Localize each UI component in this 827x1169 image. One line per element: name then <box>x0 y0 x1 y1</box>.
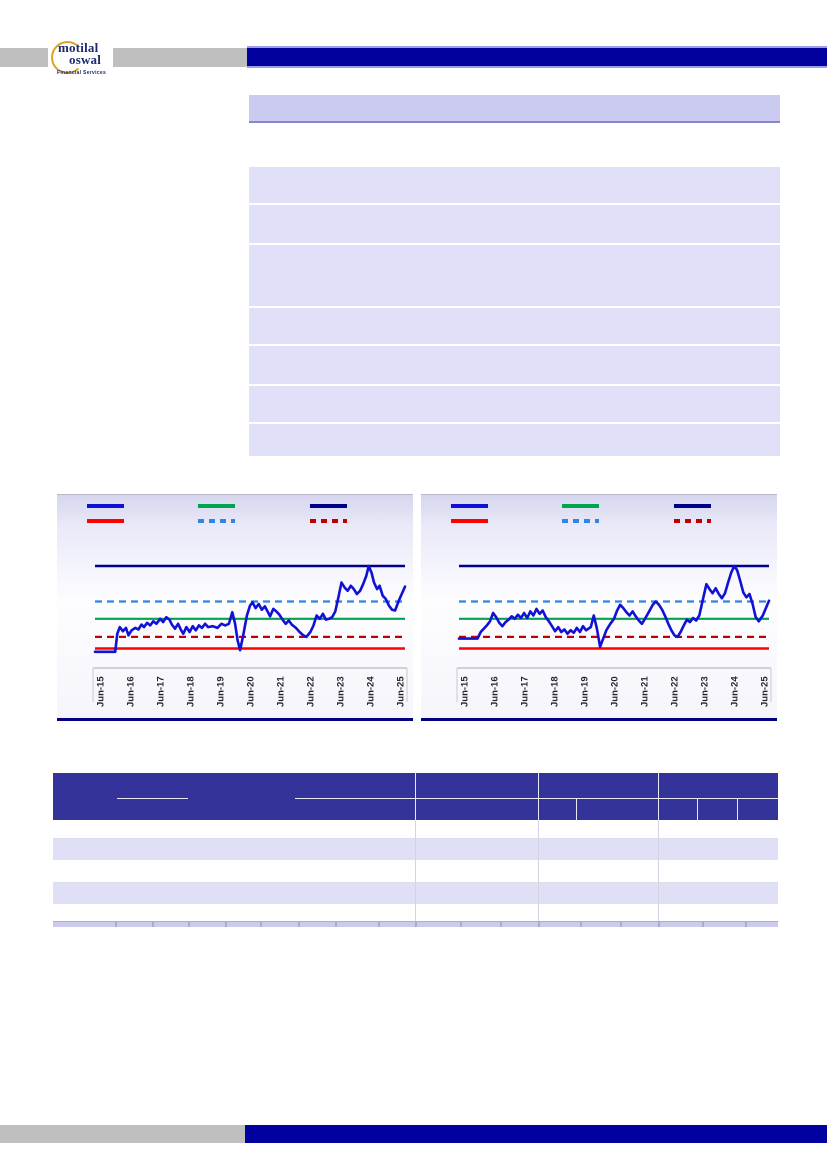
logo-tagline: Financial Services <box>57 70 107 76</box>
x-axis-label: Jun-19 <box>216 676 227 707</box>
strip-column-tick <box>460 922 462 927</box>
x-axis-label: Jun-20 <box>246 676 257 707</box>
ratio-trend-series <box>93 564 407 654</box>
legend-plus1sd-sample <box>562 519 599 523</box>
chart-plot: Jun-15 Jun-16 Jun-17 Jun-18 Jun-19 Jun-20 Jun-… <box>456 564 772 707</box>
x-axis-label: Jun-23 <box>700 676 711 707</box>
strip-column-tick <box>658 922 660 927</box>
x-axis-label: Jun-17 <box>156 676 167 707</box>
x-axis-label: Jun-18 <box>186 676 197 707</box>
legend-max-sample <box>310 504 347 508</box>
strip-column-tick <box>415 922 417 927</box>
x-axis-label: Jun-21 <box>276 676 287 707</box>
summary-row-divider <box>249 422 780 424</box>
header-subdivider <box>697 798 698 820</box>
comparative-data-table <box>53 773 778 927</box>
summary-row-divider <box>249 344 780 346</box>
report-title-bar <box>249 95 780 123</box>
x-axis-label: Jun-17 <box>520 676 531 707</box>
x-axis-label: Jun-18 <box>550 676 561 707</box>
ratio-trend-series <box>457 564 771 649</box>
valuation-chart-left: Jun-15 Jun-16 Jun-17 Jun-18 Jun-19 Jun-20 Jun-… <box>57 494 413 721</box>
x-axis-label: Jun-15 <box>460 676 471 707</box>
strip-column-tick <box>620 922 622 927</box>
strip-column-tick <box>225 922 227 927</box>
strip-column-tick <box>500 922 502 927</box>
legend-series-sample <box>87 504 124 508</box>
header-divider <box>415 773 416 820</box>
valuation-chart-right: Jun-15 Jun-16 Jun-17 Jun-18 Jun-19 Jun-20 Jun-… <box>421 494 777 721</box>
header-underline <box>117 798 188 799</box>
logo-text-line2: oswal <box>69 52 102 67</box>
x-axis-label: Jun-15 <box>96 676 107 707</box>
logo-text-line1: motilal <box>58 40 99 55</box>
table-column-divider <box>538 820 539 921</box>
strip-column-tick <box>298 922 300 927</box>
x-axis-label: Jun-20 <box>610 676 621 707</box>
footer-gray-bar <box>0 1125 245 1143</box>
legend-minus1sd-sample <box>310 519 347 523</box>
header-divider <box>538 773 539 820</box>
topbar-gray-mid <box>113 48 247 67</box>
table-column-divider <box>658 820 659 921</box>
summary-row-divider <box>249 306 780 308</box>
strip-column-tick <box>188 922 190 927</box>
strip-column-tick <box>115 922 117 927</box>
motilal-oswal-logo: motilal oswal Financial Services <box>50 39 116 84</box>
strip-column-tick <box>378 922 380 927</box>
legend-plus1sd-sample <box>198 519 235 523</box>
x-axis-label: Jun-24 <box>366 676 377 707</box>
header-subdivider <box>576 798 577 820</box>
x-axis-label: Jun-21 <box>640 676 651 707</box>
table-bottom-strip <box>53 921 778 927</box>
topbar-navy <box>247 46 827 68</box>
summary-row-divider <box>249 243 780 245</box>
chart-plot: Jun-15 Jun-16 Jun-17 Jun-18 Jun-19 Jun-20 Jun-… <box>92 564 408 707</box>
header-subdivider <box>737 798 738 820</box>
legend-min-sample <box>87 519 124 523</box>
x-axis-label: Jun-24 <box>730 676 741 707</box>
legend-avg-sample <box>562 504 599 508</box>
footer-navy-bar <box>245 1125 827 1143</box>
legend-series-sample <box>451 504 488 508</box>
x-axis-label: Jun-16 <box>126 676 137 707</box>
x-axis-label: Jun-22 <box>306 676 317 707</box>
logo-ring-icon <box>51 41 84 74</box>
strip-column-tick <box>580 922 582 927</box>
legend-min-sample <box>451 519 488 523</box>
table-column-divider <box>415 820 416 921</box>
header-underline <box>295 798 778 799</box>
x-axis-label: Jun-16 <box>490 676 501 707</box>
table-header <box>53 773 778 820</box>
legend-minus1sd-sample <box>674 519 711 523</box>
financial-summary-box <box>249 167 780 456</box>
summary-row-divider <box>249 203 780 205</box>
x-axis-label: Jun-25 <box>760 676 771 707</box>
topbar-gray-left <box>0 48 48 67</box>
legend-max-sample <box>674 504 711 508</box>
strip-column-tick <box>335 922 337 927</box>
strip-column-tick <box>538 922 540 927</box>
strip-column-tick <box>702 922 704 927</box>
strip-column-tick <box>260 922 262 927</box>
header-divider <box>658 773 659 820</box>
summary-row-divider <box>249 384 780 386</box>
strip-column-tick <box>745 922 747 927</box>
x-axis-label: Jun-19 <box>580 676 591 707</box>
strip-column-tick <box>152 922 154 927</box>
x-axis-label: Jun-22 <box>670 676 681 707</box>
x-axis-label: Jun-23 <box>336 676 347 707</box>
legend-avg-sample <box>198 504 235 508</box>
x-axis-label: Jun-25 <box>396 676 407 707</box>
